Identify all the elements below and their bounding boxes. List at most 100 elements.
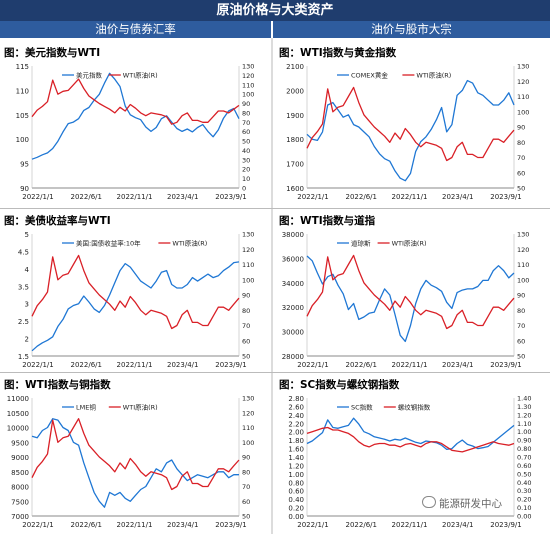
x-tick-label: 2023/9/1 [215,193,246,201]
panel-wti-copper: 图：WTI指数与铜指数 7000 7500 8000 8500 9000 9500 1000… [0,374,271,538]
y-left-tick-label: 5 [25,231,29,239]
y-left-tick-label: 32000 [282,304,304,312]
panel-ust-wti: 图：美债收益率与WTI 1.5 2 2.5 3 3.5 4 4.5 5 50 60 70 80 90 10… [0,210,271,374]
x-tick-label: 2022/11/1 [392,361,428,369]
x-tick-label: 2022/1/1 [22,193,53,201]
y-right-tick-label: 90 [242,292,250,300]
y-right-tick-label: 90 [517,124,525,132]
y-left-tick-label: 1600 [286,185,304,193]
chart-title: 图：SC指数与螺纹钢指数 [279,379,400,391]
x-tick-label: 2022/11/1 [392,521,428,529]
x-tick-label: 2023/9/1 [490,193,521,201]
y-right-tick-label: 130 [242,231,254,239]
y-left-tick-label: 7500 [11,498,29,506]
y-right-tick-label: 0.00 [517,513,531,521]
y-left-tick-label: 0.60 [288,488,304,496]
y-left-tick-label: 2.20 [288,420,304,428]
x-tick-label: 2023/4/1 [167,521,198,529]
legend-label: 道琼斯 [351,239,371,248]
x-tick-label: 2023/9/1 [490,521,521,529]
y-right-tick-label: 100 [242,276,254,284]
y-left-tick-label: 1800 [286,136,304,144]
y-left-tick-label: 2.40 [288,412,304,420]
y-left-tick-label: 2.5 [18,318,29,326]
x-tick-label: 2023/4/1 [442,361,473,369]
panel-wti-gold: 图：WTI指数与黄金指数 1600 1700 1800 1900 2000 2100 50 6… [275,42,546,206]
y-right-tick-label: 90 [517,292,525,300]
y-left-tick-label: 95 [20,161,29,169]
y-right-tick-label: 80 [242,109,250,117]
x-tick-label: 2022/6/1 [71,521,102,529]
series-line-secondary [31,418,240,491]
chart-wti-gold: 1600 1700 1800 1900 2000 2100 50 60 70 80 90 100 110… [286,63,529,202]
y-right-tick-label: 70 [517,322,525,330]
section-left-header: 油价与债券汇率 [0,21,271,38]
y-right-tick-label: 70 [517,154,525,162]
y-left-tick-label: 34000 [282,280,304,288]
y-left-tick-label: 36000 [282,255,304,263]
x-tick-label: 2022/11/1 [392,193,428,201]
legend-label: LME铜 [76,403,96,412]
legend-label: WTI原油(R) [123,71,158,80]
y-left-tick-label: 1.20 [288,462,304,470]
y-right-tick-label: 80 [242,468,250,476]
chart-title: 图：WTI指数与铜指数 [4,379,111,391]
y-left-tick-label: 1700 [286,161,304,169]
y-left-tick-label: 1.80 [288,437,304,445]
y-right-tick-label: 60 [242,498,250,506]
y-right-tick-label: 110 [242,81,254,89]
y-right-tick-label: 0.90 [517,437,531,445]
y-right-tick-label: 120 [517,246,529,254]
x-tick-label: 2023/9/1 [215,521,246,529]
y-right-tick-label: 80 [517,139,525,147]
watermark: 能源研发中心 [422,496,502,511]
series-line-secondary [306,254,515,330]
chart-wti-dow: 28000 30000 32000 34000 36000 38000 50 60 70 80 90… [282,231,530,370]
y-left-tick-label: 0.80 [288,479,304,487]
y-right-tick-label: 1.10 [517,420,531,428]
x-tick-label: 2022/6/1 [71,193,102,201]
x-tick-label: 2023/9/1 [215,361,246,369]
column-divider [271,38,273,534]
series-line-secondary [31,254,240,330]
y-right-tick-label: 60 [517,337,525,345]
y-left-tick-label: 2.80 [288,395,304,403]
y-left-tick-label: 1.00 [288,471,304,479]
y-right-tick-label: 130 [242,63,254,71]
y-left-tick-label: 90 [20,185,29,193]
panel-dxy-wti: 图：美元指数与WTI 90 95 100 105 110 115 0 10 20 30 40 50 60… [0,42,271,206]
legend-label: 美国:国债收益率:10年 [76,239,141,248]
y-right-tick-label: 110 [242,424,254,432]
y-left-tick-label: 0.40 [288,496,304,504]
row-divider [0,372,550,373]
x-tick-label: 2022/6/1 [346,193,377,201]
y-left-tick-label: 2000 [286,87,304,95]
y-right-tick-label: 0.30 [517,487,531,495]
series-line-secondary [306,86,515,162]
y-right-tick-label: 60 [517,169,525,177]
x-tick-label: 2022/11/1 [117,521,153,529]
panel-sc-rebar: 图：SC指数与螺纹钢指数 0.00 0.20 0.40 0.60 0.80 1.00 1.2… [275,374,546,538]
y-right-tick-label: 0.70 [517,454,531,462]
chart-wti-copper: 7000 7500 8000 8500 9000 9500 10000 10500 11000 5… [7,395,255,530]
y-right-tick-label: 50 [517,353,525,361]
chart-title: 图：WTI指数与黄金指数 [279,47,397,59]
series-line-primary [306,79,515,182]
y-right-tick-label: 0.40 [517,479,531,487]
y-right-tick-label: 1.20 [517,411,531,419]
y-left-tick-label: 9500 [11,439,29,447]
y-right-tick-label: 1.40 [517,395,531,403]
y-left-tick-label: 0.20 [288,505,304,513]
row-divider [0,208,550,209]
x-tick-label: 2022/6/1 [71,361,102,369]
y-right-tick-label: 0.80 [517,445,531,453]
y-left-tick-label: 28000 [282,353,304,361]
chart-title: 图：美元指数与WTI [4,47,101,59]
chart-ust-wti: 1.5 2 2.5 3 3.5 4 4.5 5 50 60 70 80 90 100 110 120 130 20… [18,231,255,370]
series-line-primary [31,261,240,352]
y-left-tick-label: 8000 [11,484,29,492]
y-right-tick-label: 130 [242,395,254,403]
chart-dxy-wti: 9095100105110115010203040506070809010011… [16,63,255,202]
y-left-tick-label: 7000 [11,513,29,521]
y-right-tick-label: 120 [242,409,254,417]
